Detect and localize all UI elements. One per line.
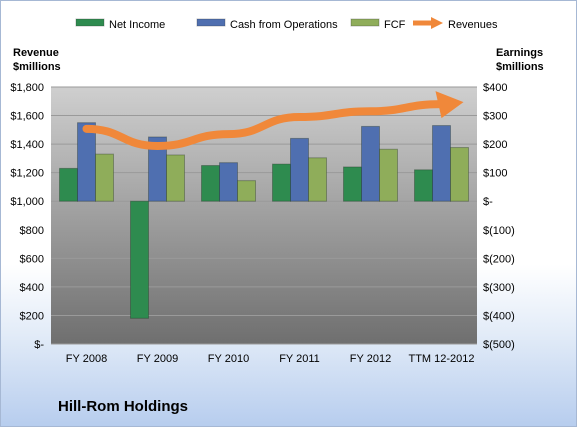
- bar-fcf: [166, 154, 185, 202]
- right-tick-label: $(200): [483, 253, 515, 265]
- bar-net-income: [414, 169, 433, 202]
- bar-net-income: [59, 167, 78, 202]
- legend-swatch-cash-from-operations: [196, 18, 226, 27]
- bar-cash-from-operations: [432, 125, 451, 202]
- bar-net-income: [343, 166, 362, 202]
- right-tick-label: $(100): [483, 225, 515, 237]
- revenues-arrowhead: [435, 91, 464, 119]
- right-tick-label: $100: [483, 168, 507, 180]
- revenues-line: [82, 100, 446, 150]
- legend-arrow-revenues: [431, 17, 443, 29]
- bar-fcf: [450, 147, 469, 202]
- bar-fcf: [379, 148, 398, 202]
- category-label: FY 2012: [350, 353, 391, 365]
- category-label: TTM 12-2012: [408, 353, 474, 365]
- left-tick-label: $1,600: [10, 111, 44, 123]
- left-tick-label: $200: [20, 310, 44, 322]
- bar-cash-from-operations: [290, 137, 309, 202]
- left-tick-label: $1,000: [10, 196, 44, 208]
- bar-cash-from-operations: [77, 122, 96, 202]
- category-label: FY 2010: [208, 353, 249, 365]
- bar-fcf: [95, 153, 114, 202]
- left-tick-label: $1,800: [10, 82, 44, 94]
- right-tick-label: $400: [483, 82, 507, 94]
- left-tick-label: $1,400: [10, 139, 44, 151]
- bar-net-income: [130, 200, 149, 319]
- left-tick-label: $1,200: [10, 168, 44, 180]
- bar-net-income: [201, 165, 220, 202]
- legend-label: Net Income: [109, 19, 165, 31]
- right-axis-title: Earnings: [496, 47, 543, 59]
- legend-label: FCF: [384, 19, 406, 31]
- right-tick-label: $(400): [483, 310, 515, 322]
- bar-net-income: [272, 163, 291, 202]
- category-label: FY 2008: [66, 353, 107, 365]
- right-tick-label: $200: [483, 139, 507, 151]
- bar-cash-from-operations: [361, 125, 380, 202]
- right-tick-label: $300: [483, 111, 507, 123]
- legend-swatch-fcf: [350, 18, 380, 27]
- bar-cash-from-operations: [219, 162, 238, 202]
- bar-fcf: [237, 180, 256, 202]
- legend-swatch-net-income: [75, 18, 105, 27]
- left-axis-title-unit: $millions: [13, 61, 61, 73]
- left-tick-label: $600: [20, 253, 44, 265]
- left-axis-title: Revenue: [13, 47, 59, 59]
- right-axis-title-unit: $millions: [496, 61, 544, 73]
- right-tick-label: $(500): [483, 339, 515, 351]
- legend-label: Cash from Operations: [230, 19, 338, 31]
- right-tick-label: $(300): [483, 282, 515, 294]
- left-tick-label: $-: [34, 339, 44, 351]
- left-tick-label: $400: [20, 282, 44, 294]
- bar-fcf: [308, 157, 327, 202]
- legend-label: Revenues: [448, 19, 498, 31]
- left-tick-label: $800: [20, 225, 44, 237]
- right-tick-label: $-: [483, 196, 493, 208]
- category-label: FY 2009: [137, 353, 178, 365]
- company-name: Hill-Rom Holdings: [58, 398, 188, 415]
- category-label: FY 2011: [279, 353, 320, 365]
